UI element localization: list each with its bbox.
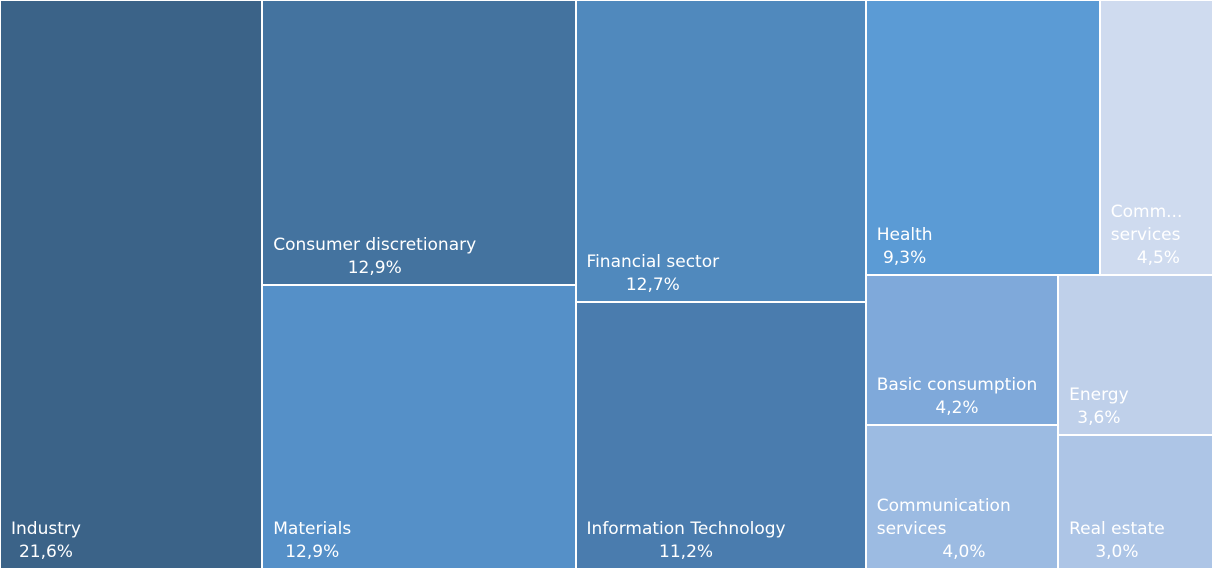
label-group: Financial sector 12,7% xyxy=(587,251,720,297)
label-group: Basic consumption 4,2% xyxy=(877,374,1037,420)
cell-label: Consumer discretionary 12,9% xyxy=(273,234,568,280)
cell-label: Energy 3,6% xyxy=(1069,384,1206,430)
cell-label: Industry 21,6% xyxy=(11,518,255,564)
label-group: Information Technology 11,2% xyxy=(587,518,786,564)
cell-label: Information Technology 11,2% xyxy=(587,518,859,564)
category-label: Financial sector xyxy=(586,252,720,273)
label-group: Materials 12,9% xyxy=(273,518,351,564)
value-label: 12,7% xyxy=(625,275,680,296)
label-group: Energy 3,6% xyxy=(1069,384,1129,430)
category-label: Basic consumption xyxy=(876,375,1038,396)
label-group: Industry 21,6% xyxy=(11,518,81,564)
cell-label: Financial sector 12,7% xyxy=(587,251,859,297)
label-group: Real estate 3,0% xyxy=(1069,518,1165,564)
cell-label: Basic consumption 4,2% xyxy=(877,374,1051,420)
label-group: Health 9,3% xyxy=(877,224,933,270)
category-label: Comm... services xyxy=(1110,201,1183,245)
value-label: 4,0% xyxy=(942,541,986,562)
category-label: Consumer discretionary xyxy=(273,234,477,255)
value-label: 4,2% xyxy=(935,398,979,419)
value-label: 12,9% xyxy=(285,542,340,562)
value-label: 9,3% xyxy=(883,247,927,268)
category-label: Real estate xyxy=(1069,518,1165,539)
cell-label: Communication services 4,0% xyxy=(877,495,1051,564)
category-label: Industry xyxy=(11,519,81,539)
treemap-cell: Health 9,3% xyxy=(865,0,1100,275)
cell-label: Materials 12,9% xyxy=(273,518,568,564)
cell-label: Comm... services 4,5% xyxy=(1111,201,1206,270)
treemap-cell: Communication services 4,0% xyxy=(865,425,1059,569)
treemap-cell: Basic consumption 4,2% xyxy=(865,274,1059,426)
treemap-cell: Financial sector 12,7% xyxy=(575,0,866,303)
value-label: 12,9% xyxy=(347,257,402,278)
cell-label: Real estate 3,0% xyxy=(1069,518,1206,564)
category-label: Communication services xyxy=(876,495,1011,539)
treemap-cell: Information Technology 11,2% xyxy=(575,302,866,569)
label-group: Consumer discretionary 12,9% xyxy=(273,234,476,280)
label-group: Communication services 4,0% xyxy=(877,495,1051,564)
value-label: 3,6% xyxy=(1077,408,1121,429)
treemap-cell: Energy 3,6% xyxy=(1058,274,1213,436)
treemap-cell: Consumer discretionary 12,9% xyxy=(262,0,576,285)
value-label: 4,5% xyxy=(1136,247,1180,268)
treemap-cell: Real estate 3,0% xyxy=(1058,435,1213,569)
value-label: 3,0% xyxy=(1095,541,1139,562)
cell-label: Health 9,3% xyxy=(877,224,1093,270)
category-label: Energy xyxy=(1069,385,1129,406)
value-label: 21,6% xyxy=(18,542,73,562)
label-group: Comm... services 4,5% xyxy=(1111,201,1206,270)
treemap-cell: Industry 21,6% xyxy=(0,0,263,569)
category-label: Information Technology xyxy=(586,518,786,539)
treemap-cell: Materials 12,9% xyxy=(262,284,576,569)
category-label: Health xyxy=(876,224,933,245)
category-label: Materials xyxy=(273,519,352,539)
treemap-cell: Comm... services 4,5% xyxy=(1099,0,1213,275)
value-label: 11,2% xyxy=(659,541,714,562)
